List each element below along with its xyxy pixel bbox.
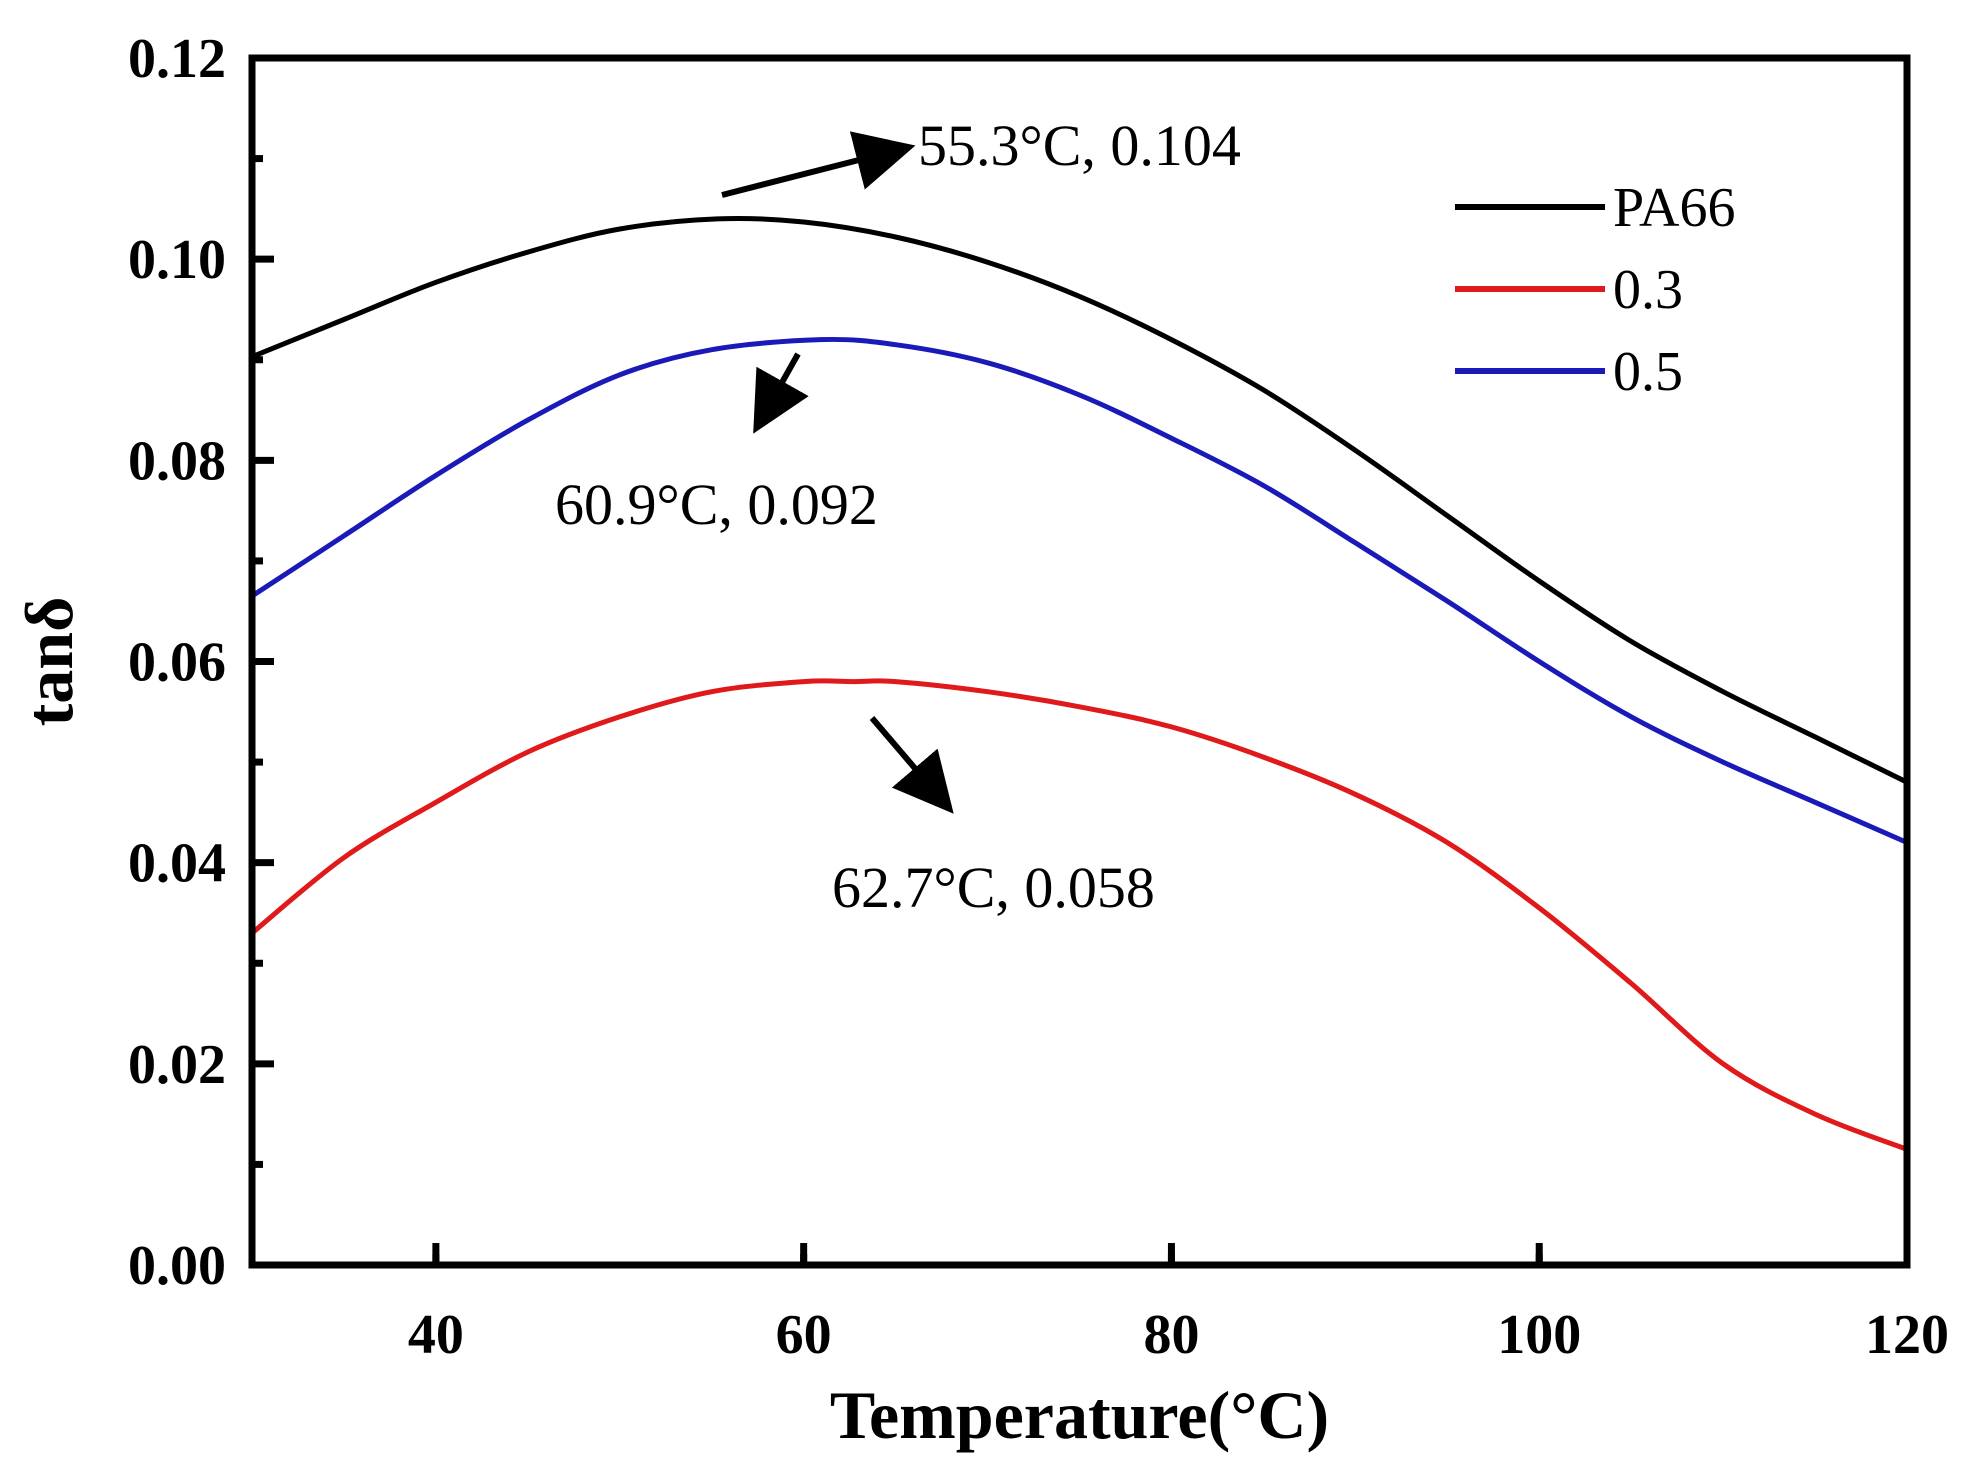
x-axis-title: Temperature(°C) [830,1377,1329,1453]
annotation-label: 60.9°C, 0.092 [555,472,878,537]
annotation-arrow [869,716,954,814]
annotation-arrow [721,131,916,198]
series-line-PA66 [251,215,1909,785]
y-tick-label: 0.04 [128,833,226,895]
legend-label: PA66 [1613,177,1735,239]
x-tick-label: 120 [1865,1304,1949,1366]
x-tick-label: 80 [1143,1304,1199,1366]
y-tick-label: 0.10 [128,229,226,291]
series-layer [250,215,1909,1152]
x-tick-label: 100 [1497,1304,1581,1366]
tick-layer: 40 60 80 100 120 0.00 0.02 0.04 0.06 0.08 0.10 0.12 [128,28,1949,1366]
y-tick-label: 0.12 [128,28,226,90]
annotation-arrow [753,352,809,434]
legend-label: 0.3 [1613,259,1683,321]
x-tick-label: 60 [776,1304,832,1366]
x-tick-label: 40 [408,1304,464,1366]
y-tick-label: 0.00 [128,1235,226,1297]
annotation-layer: 55.3°C, 0.104 60.9°C, 0.092 62.7°C, 0.058 [555,113,1241,920]
series-line-0.3 [250,678,1908,1152]
y-tick-label: 0.02 [128,1034,226,1096]
plot-frame [248,54,1911,1269]
series-line-0.5 [250,336,1909,845]
y-tick-label: 0.06 [128,632,226,694]
legend: PA66 0.3 0.5 [1455,177,1735,403]
y-tick-label: 0.08 [128,430,226,492]
legend-label: 0.5 [1613,341,1683,403]
annotation-label: 55.3°C, 0.104 [918,113,1241,178]
annotation-label: 62.7°C, 0.058 [832,855,1155,920]
y-axis-title: tanδ [11,597,87,727]
